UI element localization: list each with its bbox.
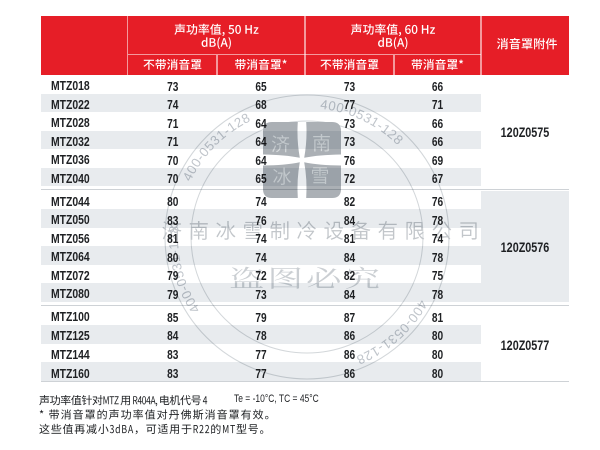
svg-text:400-0531-128: 400-0531-128 xyxy=(354,298,430,368)
svg-text:400-0531-128: 400-0531-128 xyxy=(180,110,253,184)
svg-text:400-0531-128: 400-0531-128 xyxy=(166,225,203,316)
